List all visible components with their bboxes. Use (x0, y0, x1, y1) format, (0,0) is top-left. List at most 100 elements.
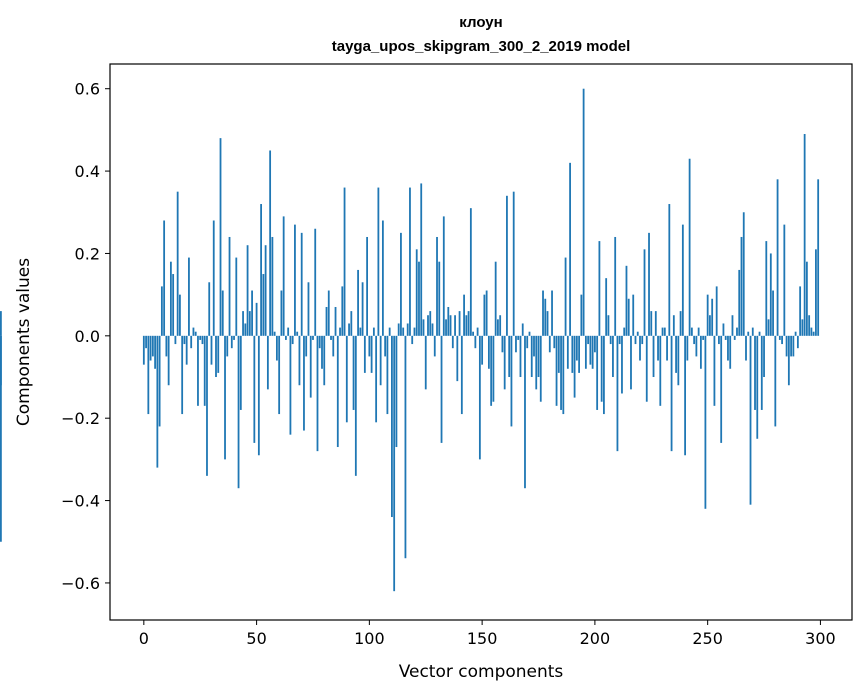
bar-51 (257, 335, 260, 456)
bar-187 (564, 257, 567, 336)
x-tick-label: 150 (467, 629, 498, 648)
bar-228 (657, 335, 659, 361)
bar-248 (702, 335, 705, 340)
bar-276 (765, 241, 768, 336)
bar-165 (515, 335, 517, 353)
bar-260 (729, 335, 732, 369)
bar-134 (445, 319, 447, 336)
bar-240 (684, 335, 686, 456)
bar-256 (720, 335, 723, 443)
bar-41 (235, 257, 238, 336)
bar-298 (815, 249, 817, 336)
bar-105 (379, 335, 382, 386)
bar-259 (727, 335, 729, 361)
bar-269 (749, 335, 752, 505)
bar-275 (763, 335, 765, 378)
bar-291 (799, 286, 802, 336)
bar-238 (679, 311, 682, 336)
bar-98 (363, 335, 366, 373)
bar-219 (636, 331, 639, 336)
bar-183 (555, 335, 558, 406)
bar-198 (589, 335, 592, 365)
bar-132 (440, 335, 443, 443)
bar-222 (643, 249, 646, 336)
bar-185 (560, 335, 562, 410)
bar-288 (792, 335, 795, 357)
bar-196 (584, 335, 587, 369)
bar-16 (179, 294, 181, 336)
bar-141 (460, 335, 463, 415)
x-tick-label: 50 (246, 629, 266, 648)
bar-254 (715, 286, 718, 336)
bar-77 (316, 335, 319, 452)
bar-25 (199, 335, 202, 340)
bar-145 (469, 208, 472, 336)
bar-237 (677, 335, 680, 386)
bar-101 (370, 335, 373, 373)
y-tick-label: −0.4 (61, 492, 100, 511)
bar-0 (142, 335, 145, 365)
bar-1 (145, 335, 147, 349)
bar-163 (510, 335, 513, 427)
bar-72 (305, 335, 308, 357)
bar-58 (273, 331, 276, 336)
bar-121 (415, 249, 418, 336)
bar-157 (497, 319, 499, 336)
bar-14 (174, 335, 177, 345)
bar-294 (805, 261, 808, 336)
bar-47 (248, 311, 251, 336)
bar-155 (492, 335, 495, 402)
bar-172 (530, 335, 533, 378)
bar-204 (603, 335, 605, 415)
bar-156 (494, 261, 497, 336)
bar-27 (203, 335, 206, 406)
bar-223 (645, 335, 648, 402)
bar-11 (167, 335, 170, 386)
bar-95 (357, 269, 359, 336)
bar-184 (557, 335, 560, 373)
bar-271 (754, 335, 756, 410)
bar-226 (652, 335, 655, 378)
bar-280 (774, 335, 777, 427)
bar-175 (537, 335, 540, 378)
y-axis-ticks: −0.6 −0.4 −0.2 0.0 0.2 0.4 0.6 (61, 80, 110, 593)
bar-12 (169, 261, 172, 336)
bar-131 (438, 261, 441, 336)
bar-92 (350, 311, 353, 336)
bar-56 (269, 150, 272, 336)
bar-71 (303, 335, 305, 431)
bar-267 (745, 335, 747, 361)
bar-239 (681, 224, 684, 336)
bar-4 (151, 335, 154, 357)
bar-110 (391, 335, 393, 518)
x-axis-label: Vector components (399, 662, 564, 682)
y-tick-label: −0.6 (61, 574, 100, 593)
y-tick-label: −0.2 (61, 409, 100, 428)
bar-208 (612, 335, 614, 378)
bar-115 (402, 327, 405, 336)
bar-82 (327, 290, 330, 336)
bar-293 (803, 134, 806, 336)
bar-24 (197, 335, 199, 406)
bar-253 (713, 335, 716, 406)
bar-161 (506, 195, 508, 336)
bar-188 (566, 335, 569, 369)
y-tick-label: 0.4 (75, 162, 100, 181)
bar-282 (778, 335, 781, 340)
y-tick-label: 0.0 (75, 327, 100, 346)
bar-28 (206, 335, 208, 476)
bar-171 (528, 331, 531, 336)
bar-246 (697, 327, 700, 336)
bar-301 (0, 335, 2, 542)
bar-220 (639, 335, 641, 361)
bar-138 (454, 315, 456, 336)
bar-22 (192, 327, 195, 336)
bar-147 (474, 335, 477, 349)
bar-21 (190, 335, 193, 349)
bar-192 (575, 335, 578, 361)
bar-109 (388, 327, 391, 336)
bar-164 (512, 191, 515, 336)
bar-152 (485, 290, 488, 336)
